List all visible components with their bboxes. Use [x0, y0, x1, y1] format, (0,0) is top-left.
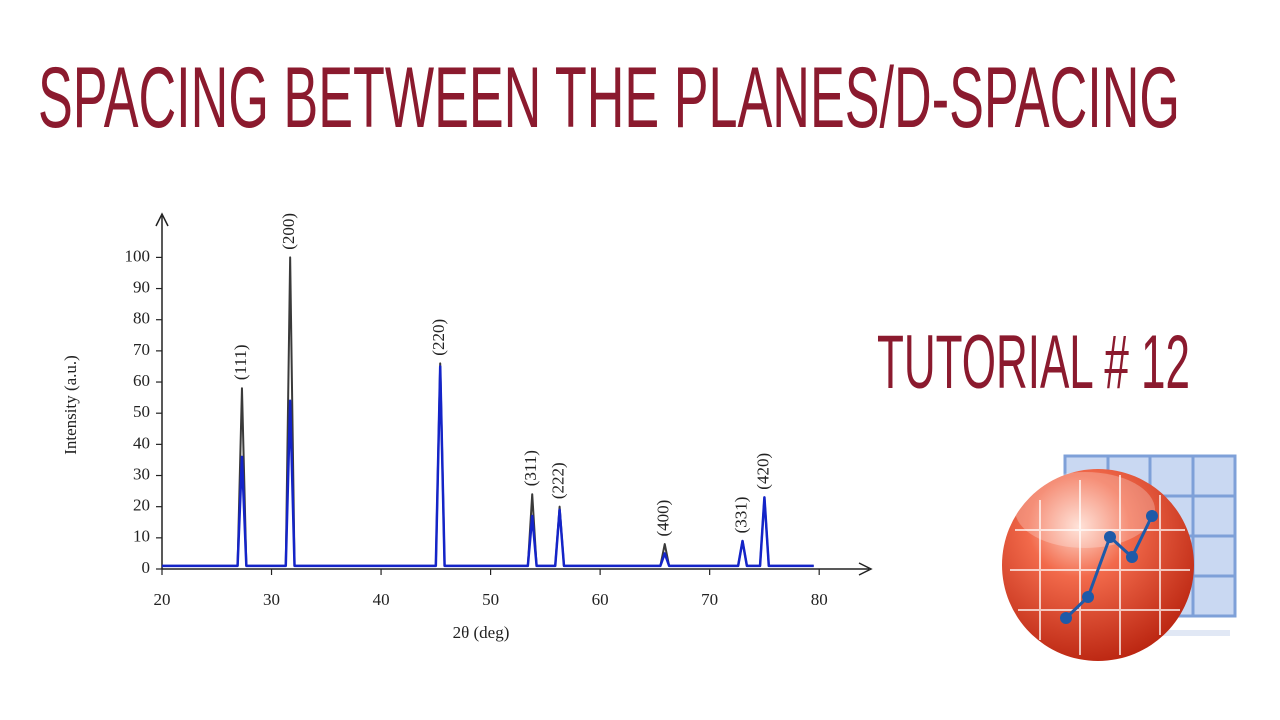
peak-label: (111): [231, 345, 250, 381]
y-tick-label: 0: [142, 558, 151, 577]
x-axis-arrow: [858, 562, 873, 576]
y-tick-label: 20: [133, 496, 150, 515]
x-tick-label: 40: [373, 590, 390, 609]
peak-label: (200): [279, 213, 298, 250]
peak-label: (331): [731, 497, 750, 534]
x-tick-label: 30: [263, 590, 280, 609]
page-title: SPACING BETWEEN THE PLANES/D-SPACING: [38, 50, 1180, 146]
peak-label: (311): [521, 450, 540, 486]
y-tick-label: 70: [133, 340, 150, 359]
data-line: [162, 256, 814, 567]
data-line: [162, 365, 814, 568]
y-tick-label: 40: [133, 433, 150, 452]
x-tick-label: 50: [482, 590, 499, 609]
x-tick-label: 60: [592, 590, 609, 609]
y-tick-label: 100: [125, 246, 151, 265]
logo: [1002, 454, 1237, 661]
y-tick-label: 80: [133, 309, 150, 328]
y-axis-arrow: [155, 212, 169, 227]
peak-label: (220): [429, 319, 448, 356]
y-tick-label: 90: [133, 277, 150, 296]
x-tick-label: 20: [154, 590, 171, 609]
peak-label: (222): [549, 462, 568, 499]
x-tick-label: 70: [701, 590, 718, 609]
y-axis-label: Intensity (a.u.): [61, 355, 80, 455]
x-tick-label: 80: [811, 590, 828, 609]
chart: 2θ (deg) Intensity (a.u.) 0 10 20 30 40 50 60 7…: [61, 212, 873, 642]
y-tick-label: 50: [133, 402, 150, 421]
y-tick-label: 60: [133, 371, 150, 390]
peak-label: (420): [753, 453, 772, 490]
peak-label: (400): [654, 500, 673, 537]
y-tick-label: 30: [133, 464, 150, 483]
tutorial-label: TUTORIAL # 12: [877, 320, 1190, 405]
x-axis-label: 2θ (deg): [453, 623, 510, 642]
y-tick-label: 10: [133, 527, 150, 546]
